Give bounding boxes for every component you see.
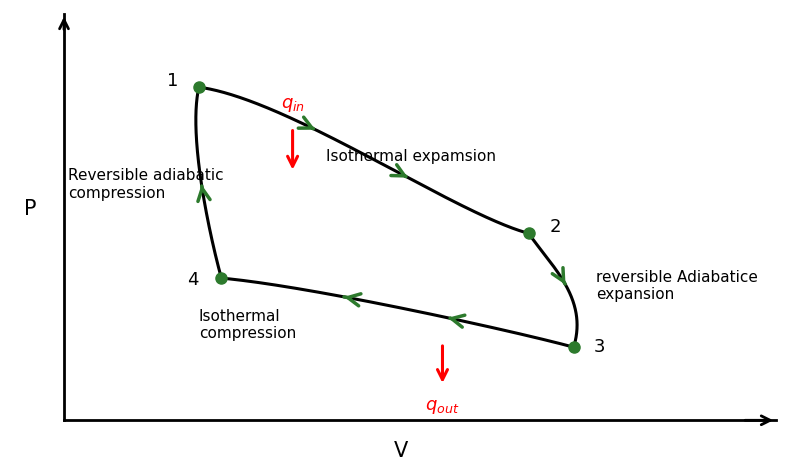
Text: 4: 4 <box>187 271 198 289</box>
Text: $q_{in}$: $q_{in}$ <box>281 96 305 113</box>
Text: P: P <box>24 199 37 219</box>
Text: reversible Adiabatice
expansion: reversible Adiabatice expansion <box>596 270 758 303</box>
Text: Isothermal expamsion: Isothermal expamsion <box>326 149 496 164</box>
Text: $q_{out}$: $q_{out}$ <box>426 398 460 416</box>
Text: V: V <box>394 441 408 461</box>
Text: Reversible adiabatic
compression: Reversible adiabatic compression <box>68 169 223 201</box>
Text: 3: 3 <box>594 338 606 356</box>
Text: 1: 1 <box>167 72 178 90</box>
Text: Isothermal
compression: Isothermal compression <box>199 309 296 341</box>
Text: 2: 2 <box>549 218 561 236</box>
